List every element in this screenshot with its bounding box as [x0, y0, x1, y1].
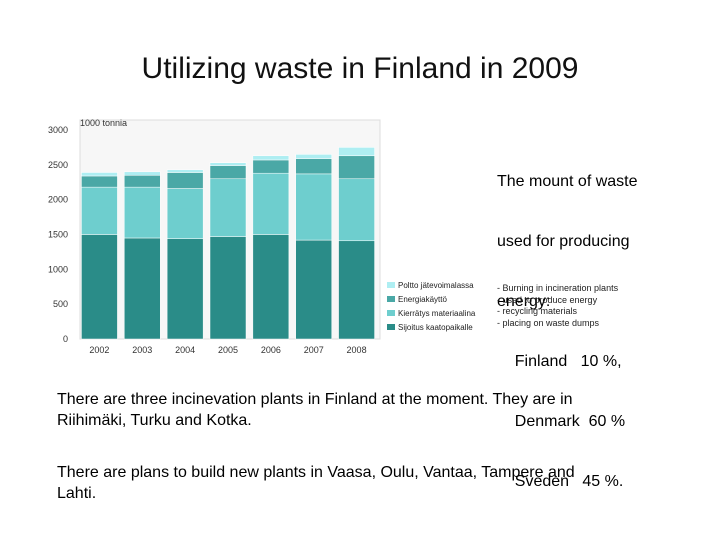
legend-swatch [387, 296, 395, 302]
y-tick-label: 3000 [48, 125, 68, 135]
bar-segment [209, 162, 247, 166]
bar-segment [81, 172, 118, 177]
bar-segment [338, 147, 375, 157]
bar-segment [166, 169, 204, 173]
bar-segment [81, 186, 118, 235]
x-tick-label: 2002 [89, 345, 109, 355]
x-tick-label: 2006 [261, 345, 281, 355]
side-text-line: Denmark 60 % [497, 413, 626, 430]
legend-swatch [387, 310, 395, 316]
bar-segment [124, 171, 161, 176]
legend-note: - placing on waste dumps [497, 317, 600, 328]
bar-segment [295, 239, 332, 340]
legend-label: Sijoitus kaatopaikalle [398, 323, 473, 332]
y-tick-label: 500 [53, 299, 68, 309]
chart-svg: 0 500 1000 1500 2000 2500 3000 1000 tonnia 2002 2… [48, 118, 476, 355]
bar-segment [338, 178, 375, 242]
bar-segment [295, 173, 332, 241]
side-text-line: The mount of waste [497, 173, 638, 190]
bar-segment [81, 175, 118, 188]
slide-title: Utilizing waste in Finland in 2009 [141, 52, 579, 85]
y-tick-label: 1000 [48, 264, 68, 274]
y-tick-label: 2500 [48, 160, 68, 170]
y-tick-label: 1500 [48, 230, 68, 240]
bar-segment [295, 158, 332, 175]
bar-segment [166, 172, 204, 189]
x-tick-label: 2008 [347, 345, 367, 355]
legend-note: - used to produce energy [497, 294, 598, 305]
side-text: The mount of waste used for producing en… [497, 132, 638, 512]
bar-segment [209, 178, 247, 237]
x-tick-label: 2004 [175, 345, 195, 355]
unit-label: 1000 tonnia [80, 118, 127, 128]
bar-segment [252, 155, 290, 161]
legend-note: - Burning in incineration plants [497, 283, 619, 293]
bar-segment [124, 175, 161, 188]
y-tick-label: 2000 [48, 195, 68, 205]
bar-segment [295, 154, 332, 159]
stacked-bar-chart: 0 500 1000 1500 2000 2500 3000 1000 tonnia 2002 2… [40, 112, 500, 357]
bar-segment [209, 165, 247, 180]
bar-segment [252, 234, 290, 340]
legend-notes: - Burning in incineration plants - used … [497, 283, 618, 329]
bar-segment [124, 237, 161, 340]
x-tick-label: 2007 [304, 345, 324, 355]
bar-segment [252, 172, 290, 235]
bar-segment [338, 240, 375, 340]
legend-label: Poltto jätevoimalassa [398, 281, 474, 290]
legend-swatch [387, 324, 395, 330]
bar-segment [209, 236, 247, 340]
legend-label: Kierrätys materiaalina [398, 309, 476, 318]
bar-segment [81, 234, 118, 340]
legend-swatch [387, 282, 395, 288]
x-tick-label: 2003 [132, 345, 152, 355]
side-text-line: Finland 10 %, [497, 353, 622, 370]
legend-label: Energiakäyttö [398, 295, 447, 304]
bar-segment [124, 186, 161, 239]
bar-segment [338, 155, 375, 180]
side-text-line: energy: [497, 293, 551, 310]
side-text-line: used for producing [497, 233, 630, 250]
bar-segment [252, 159, 290, 174]
paragraph-plans: There are plans to build new plants in V… [57, 464, 575, 502]
side-text-line: Sveden 45 %. [497, 473, 624, 490]
bar-segment [166, 188, 204, 239]
y-tick-label: 0 [63, 334, 68, 344]
bar-segment [166, 238, 204, 340]
x-tick-label: 2005 [218, 345, 238, 355]
paragraph-plants: There are three incinevation plants in F… [57, 391, 573, 429]
legend-note: - recycling materials [497, 306, 578, 316]
